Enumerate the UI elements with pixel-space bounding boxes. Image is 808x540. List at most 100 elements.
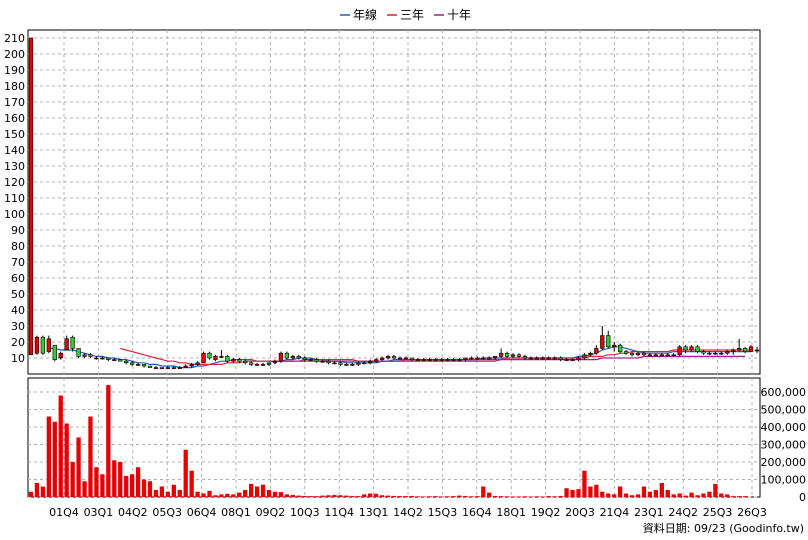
candle-body bbox=[731, 349, 736, 352]
volume-bar bbox=[284, 494, 290, 497]
candle-body bbox=[665, 354, 670, 357]
volume-bar bbox=[76, 437, 81, 497]
volume-bar bbox=[415, 496, 420, 497]
candle-body bbox=[46, 338, 51, 352]
candle-body bbox=[457, 359, 462, 361]
price-tick-label: 130 bbox=[4, 160, 25, 173]
price-tick-label: 100 bbox=[4, 208, 25, 221]
volume-bar bbox=[731, 496, 736, 497]
volume-bar bbox=[278, 492, 284, 497]
ma-line-ten-year bbox=[269, 355, 746, 362]
volume-bar bbox=[135, 467, 141, 497]
candle-body bbox=[249, 362, 254, 365]
candle-body bbox=[374, 359, 379, 362]
candle-body bbox=[588, 352, 593, 356]
candle-body bbox=[695, 346, 700, 352]
candle-body bbox=[231, 359, 236, 362]
volume-bar bbox=[695, 495, 700, 497]
volume-tick-label: 400,000 bbox=[761, 421, 807, 434]
volume-bar bbox=[201, 493, 206, 497]
candle-body bbox=[576, 357, 581, 360]
volume-bar bbox=[534, 496, 539, 497]
price-tick-label: 200 bbox=[4, 48, 25, 61]
candle-body bbox=[177, 367, 182, 369]
volume-tick-label: 600,000 bbox=[761, 386, 807, 399]
volume-bar bbox=[249, 483, 254, 497]
candle-body bbox=[719, 352, 724, 355]
volume-bar bbox=[237, 492, 242, 497]
volume-bar bbox=[260, 484, 266, 497]
price-tick-label: 20 bbox=[11, 336, 25, 349]
candle-body bbox=[653, 354, 658, 357]
volume-bar bbox=[737, 496, 742, 497]
candle-body bbox=[439, 359, 444, 361]
volume-panel: 0 100,000 200,000 300,000 400,000 500,000 600,… bbox=[27, 377, 807, 504]
candle-body bbox=[498, 352, 504, 357]
candle-body bbox=[683, 346, 688, 351]
x-tick-label: 15Q3 bbox=[428, 506, 458, 519]
volume-bar bbox=[391, 495, 397, 497]
candle-body bbox=[326, 360, 331, 364]
candle-body bbox=[88, 354, 93, 357]
volume-bar bbox=[689, 492, 694, 497]
volume-bar bbox=[623, 493, 629, 497]
candle-body bbox=[754, 349, 760, 352]
volume-bar bbox=[189, 470, 194, 497]
x-tick-label: 01Q4 bbox=[49, 506, 79, 519]
x-tick-label: 11Q4 bbox=[324, 506, 354, 519]
x-tick-label: 21Q4 bbox=[600, 506, 630, 519]
volume-bar bbox=[141, 479, 147, 497]
candle-body bbox=[504, 352, 510, 357]
volume-bar bbox=[153, 490, 159, 497]
candle-body bbox=[338, 362, 343, 365]
volume-bar bbox=[320, 495, 325, 497]
candle-body bbox=[433, 359, 438, 361]
candle-body bbox=[558, 357, 563, 360]
volume-bar bbox=[171, 484, 176, 497]
legend: 年線 三年 十年 bbox=[340, 7, 471, 22]
candle-body bbox=[612, 344, 617, 348]
x-tick-label: 05Q3 bbox=[152, 506, 182, 519]
volume-bar bbox=[290, 494, 295, 497]
volume-bar bbox=[510, 496, 516, 497]
volume-bar bbox=[725, 494, 730, 497]
legend-label: 十年 bbox=[447, 8, 471, 22]
candle-body bbox=[225, 356, 230, 362]
volume-bar bbox=[629, 495, 635, 497]
legend-label: 年線 bbox=[353, 7, 377, 22]
price-tick-label: 30 bbox=[11, 320, 25, 333]
price-tick-label: 10 bbox=[11, 352, 25, 365]
candle-body bbox=[463, 357, 468, 360]
x-axis: 01Q4 03Q1 04Q2 05Q3 06Q4 08Q1 09Q2 10Q3 11Q4 13Q1… bbox=[49, 506, 767, 519]
candle-body bbox=[582, 354, 587, 359]
volume-bar bbox=[481, 486, 486, 497]
candle-body bbox=[546, 357, 551, 360]
volume-bar bbox=[451, 496, 456, 497]
candle-body bbox=[278, 352, 284, 362]
candle-body bbox=[510, 354, 516, 357]
candle-body bbox=[189, 364, 194, 367]
candle-body bbox=[183, 365, 188, 368]
price-tick-label: 70 bbox=[11, 256, 25, 269]
volume-bar bbox=[296, 495, 301, 497]
candle-body bbox=[659, 354, 664, 357]
price-tick-label: 180 bbox=[4, 80, 25, 93]
candle-body bbox=[124, 360, 129, 364]
volume-bar bbox=[106, 385, 111, 497]
candle-body bbox=[290, 356, 295, 359]
candle-body bbox=[362, 362, 367, 365]
candle-body bbox=[52, 344, 57, 360]
price-tick-label: 110 bbox=[4, 192, 25, 205]
candle-body bbox=[564, 359, 569, 361]
volume-bar bbox=[58, 395, 63, 497]
volume-bar bbox=[612, 494, 617, 497]
volume-plot-area bbox=[27, 377, 761, 498]
footer-source: 資料日期: 09/23 (Goodinfo.tw) bbox=[643, 521, 804, 535]
x-tick-label: 14Q2 bbox=[393, 506, 423, 519]
candle-body bbox=[153, 367, 159, 369]
volume-bar bbox=[635, 494, 641, 497]
volume-bar bbox=[665, 490, 670, 497]
candle-body bbox=[260, 364, 266, 366]
candle-body bbox=[141, 364, 147, 367]
